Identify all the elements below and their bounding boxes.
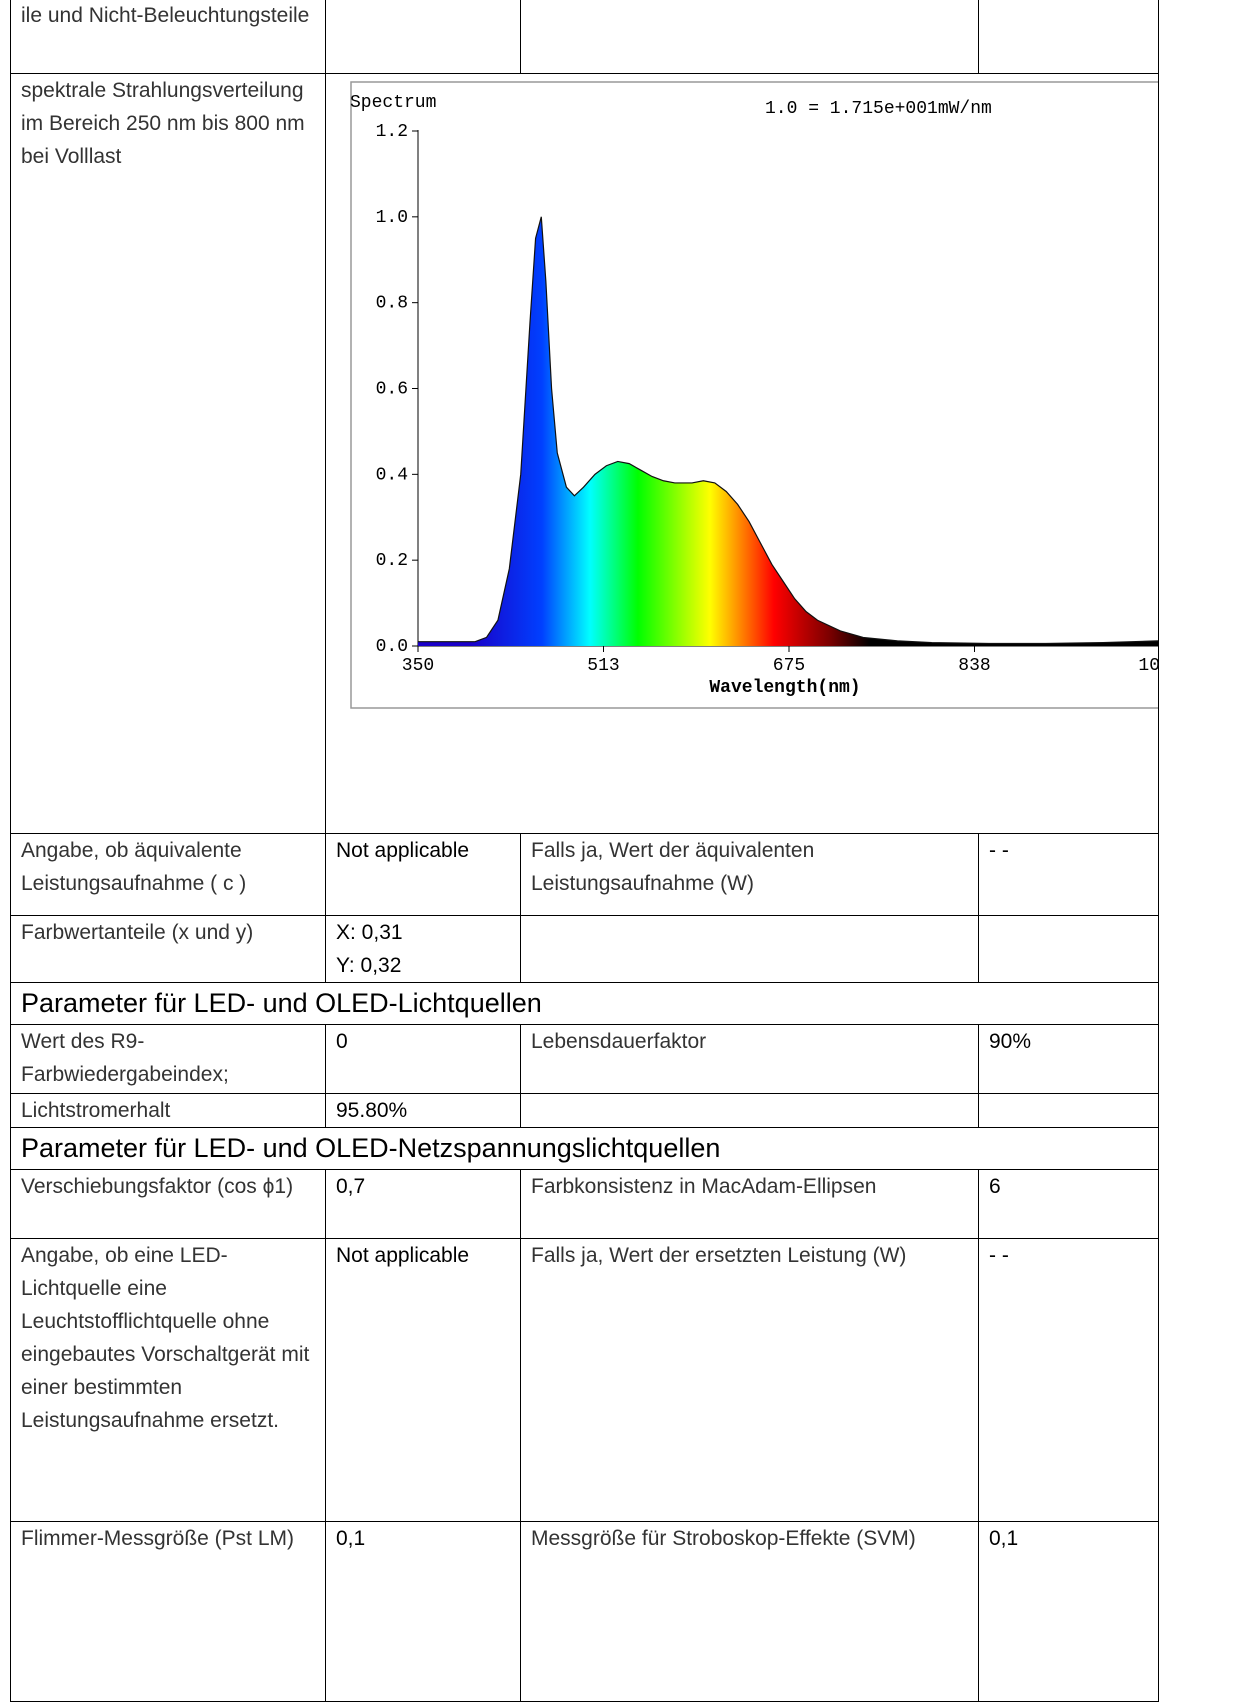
- y-tick-label: 1.2: [376, 122, 408, 142]
- cell: ile und Nicht-Beleuchtungsteile: [10, 0, 326, 74]
- section-heading: Parameter für LED- und OLED-Netzspannung…: [10, 1127, 1159, 1170]
- y-tick-label: 0.6: [376, 380, 408, 400]
- x-tick-label: 1000: [1138, 656, 1158, 676]
- cell: Lebensdauerfaktor: [520, 1024, 979, 1094]
- cell: Wert des R9-Farbwiedergabeindex;: [10, 1024, 326, 1094]
- spectrum-area: [418, 216, 1158, 646]
- cell: spektrale Strahlungsverteilung im Bereic…: [10, 73, 326, 834]
- annotation: 1.0 = 1.715e+001mW/nm: [765, 99, 992, 119]
- cell: Falls ja, Wert der ersetzten Leistung (W…: [520, 1238, 979, 1522]
- x-tick-label: 675: [773, 656, 805, 676]
- cell: Farbwertanteile (x und y): [10, 915, 326, 983]
- cell: 0,7: [325, 1169, 521, 1239]
- y-tick-label: 0.8: [376, 294, 408, 314]
- cell: - -: [978, 1238, 1159, 1522]
- chart-title: Spectrum: [350, 93, 436, 113]
- x-tick-label: 350: [402, 656, 434, 676]
- cell: Angabe, ob eine LED-Lichtquelle eine Leu…: [10, 1238, 326, 1522]
- y-tick-label: 0.0: [376, 637, 408, 657]
- cell: Not applicable: [325, 1238, 521, 1522]
- x-tick-label: 513: [587, 656, 619, 676]
- section-heading: Parameter für LED- und OLED-Lichtquellen: [10, 982, 1159, 1025]
- cell: 0,1: [978, 1521, 1159, 1702]
- spectrum-line: [418, 216, 1158, 645]
- cell: 0: [325, 1024, 521, 1094]
- cell: 0,1: [325, 1521, 521, 1702]
- cell: 95.80%: [325, 1093, 521, 1128]
- cell-line: X: 0,31: [336, 921, 403, 944]
- y-tick-label: 1.0: [376, 208, 408, 228]
- cell: 90%: [978, 1024, 1159, 1094]
- cell: Verschiebungsfaktor (cos ϕ1): [10, 1169, 326, 1239]
- y-tick-label: 0.4: [376, 465, 408, 485]
- cell: Angabe, ob äquivalente Leistungsaufnahme…: [10, 833, 326, 916]
- cell: 6: [978, 1169, 1159, 1239]
- cell: Lichtstromerhalt: [10, 1093, 326, 1128]
- cell: - -: [978, 833, 1159, 916]
- cell: Farbkonsistenz in MacAdam-Ellipsen: [520, 1169, 979, 1239]
- cell: Messgröße für Stroboskop-Effekte (SVM): [520, 1521, 979, 1702]
- spectrum-chart: Spectrum 1.0 = 1.715e+001mW/nm Wavelengt…: [350, 81, 1158, 709]
- cell: Not applicable: [325, 833, 521, 916]
- cell-line: Y: 0,32: [336, 954, 402, 977]
- x-axis-label: Wavelength(nm): [709, 678, 860, 698]
- cell: Flimmer-Messgröße (Pst LM): [10, 1521, 326, 1702]
- y-tick-label: 0.2: [376, 551, 408, 571]
- x-tick-label: 838: [958, 656, 990, 676]
- cell: Falls ja, Wert der äquivalenten Leistung…: [520, 833, 979, 916]
